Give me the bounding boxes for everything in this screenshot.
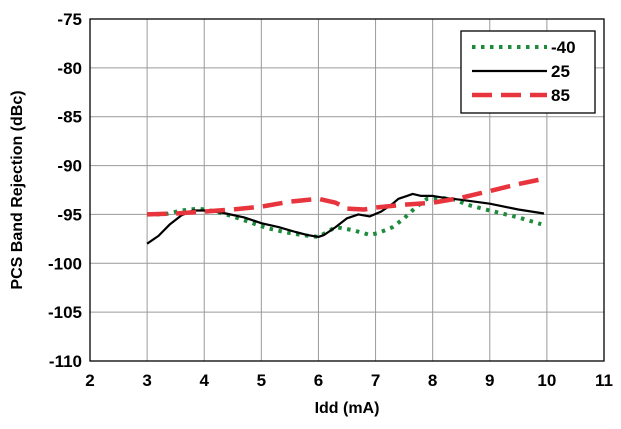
y-tick-label: -75 (57, 10, 82, 29)
legend: -40 25 85 (461, 31, 595, 113)
y-tick-labels: -75 -80 -85 -90 -95 -100 -105 -110 (48, 10, 82, 371)
y-tick-label: -90 (57, 157, 82, 176)
x-tick-label: 3 (142, 371, 151, 390)
legend-label-2: 25 (551, 62, 570, 81)
y-tick-label: -105 (48, 303, 82, 322)
x-tick-label: 2 (85, 371, 94, 390)
x-tick-label: 6 (314, 371, 323, 390)
x-tick-label: 7 (371, 371, 380, 390)
x-tick-label: 11 (595, 371, 613, 390)
x-tick-label: 5 (257, 371, 266, 390)
legend-label-3: 85 (551, 86, 570, 105)
y-tick-label: -95 (57, 205, 82, 224)
x-tick-label: 8 (428, 371, 437, 390)
y-tick-label: -85 (57, 108, 82, 127)
x-tick-label: 9 (485, 371, 494, 390)
y-tick-label: -80 (57, 59, 82, 78)
legend-label-1: -40 (551, 38, 576, 57)
y-tick-label: -110 (49, 352, 82, 371)
x-tick-labels: 2 3 4 5 6 7 8 9 10 11 (85, 371, 613, 390)
x-axis-title: Idd (mA) (315, 400, 380, 417)
x-tick-label: 10 (537, 371, 556, 390)
y-axis-title: PCS Band Rejection (dBc) (9, 90, 26, 289)
x-tick-label: 4 (199, 371, 209, 390)
y-tick-label: -100 (48, 254, 82, 273)
